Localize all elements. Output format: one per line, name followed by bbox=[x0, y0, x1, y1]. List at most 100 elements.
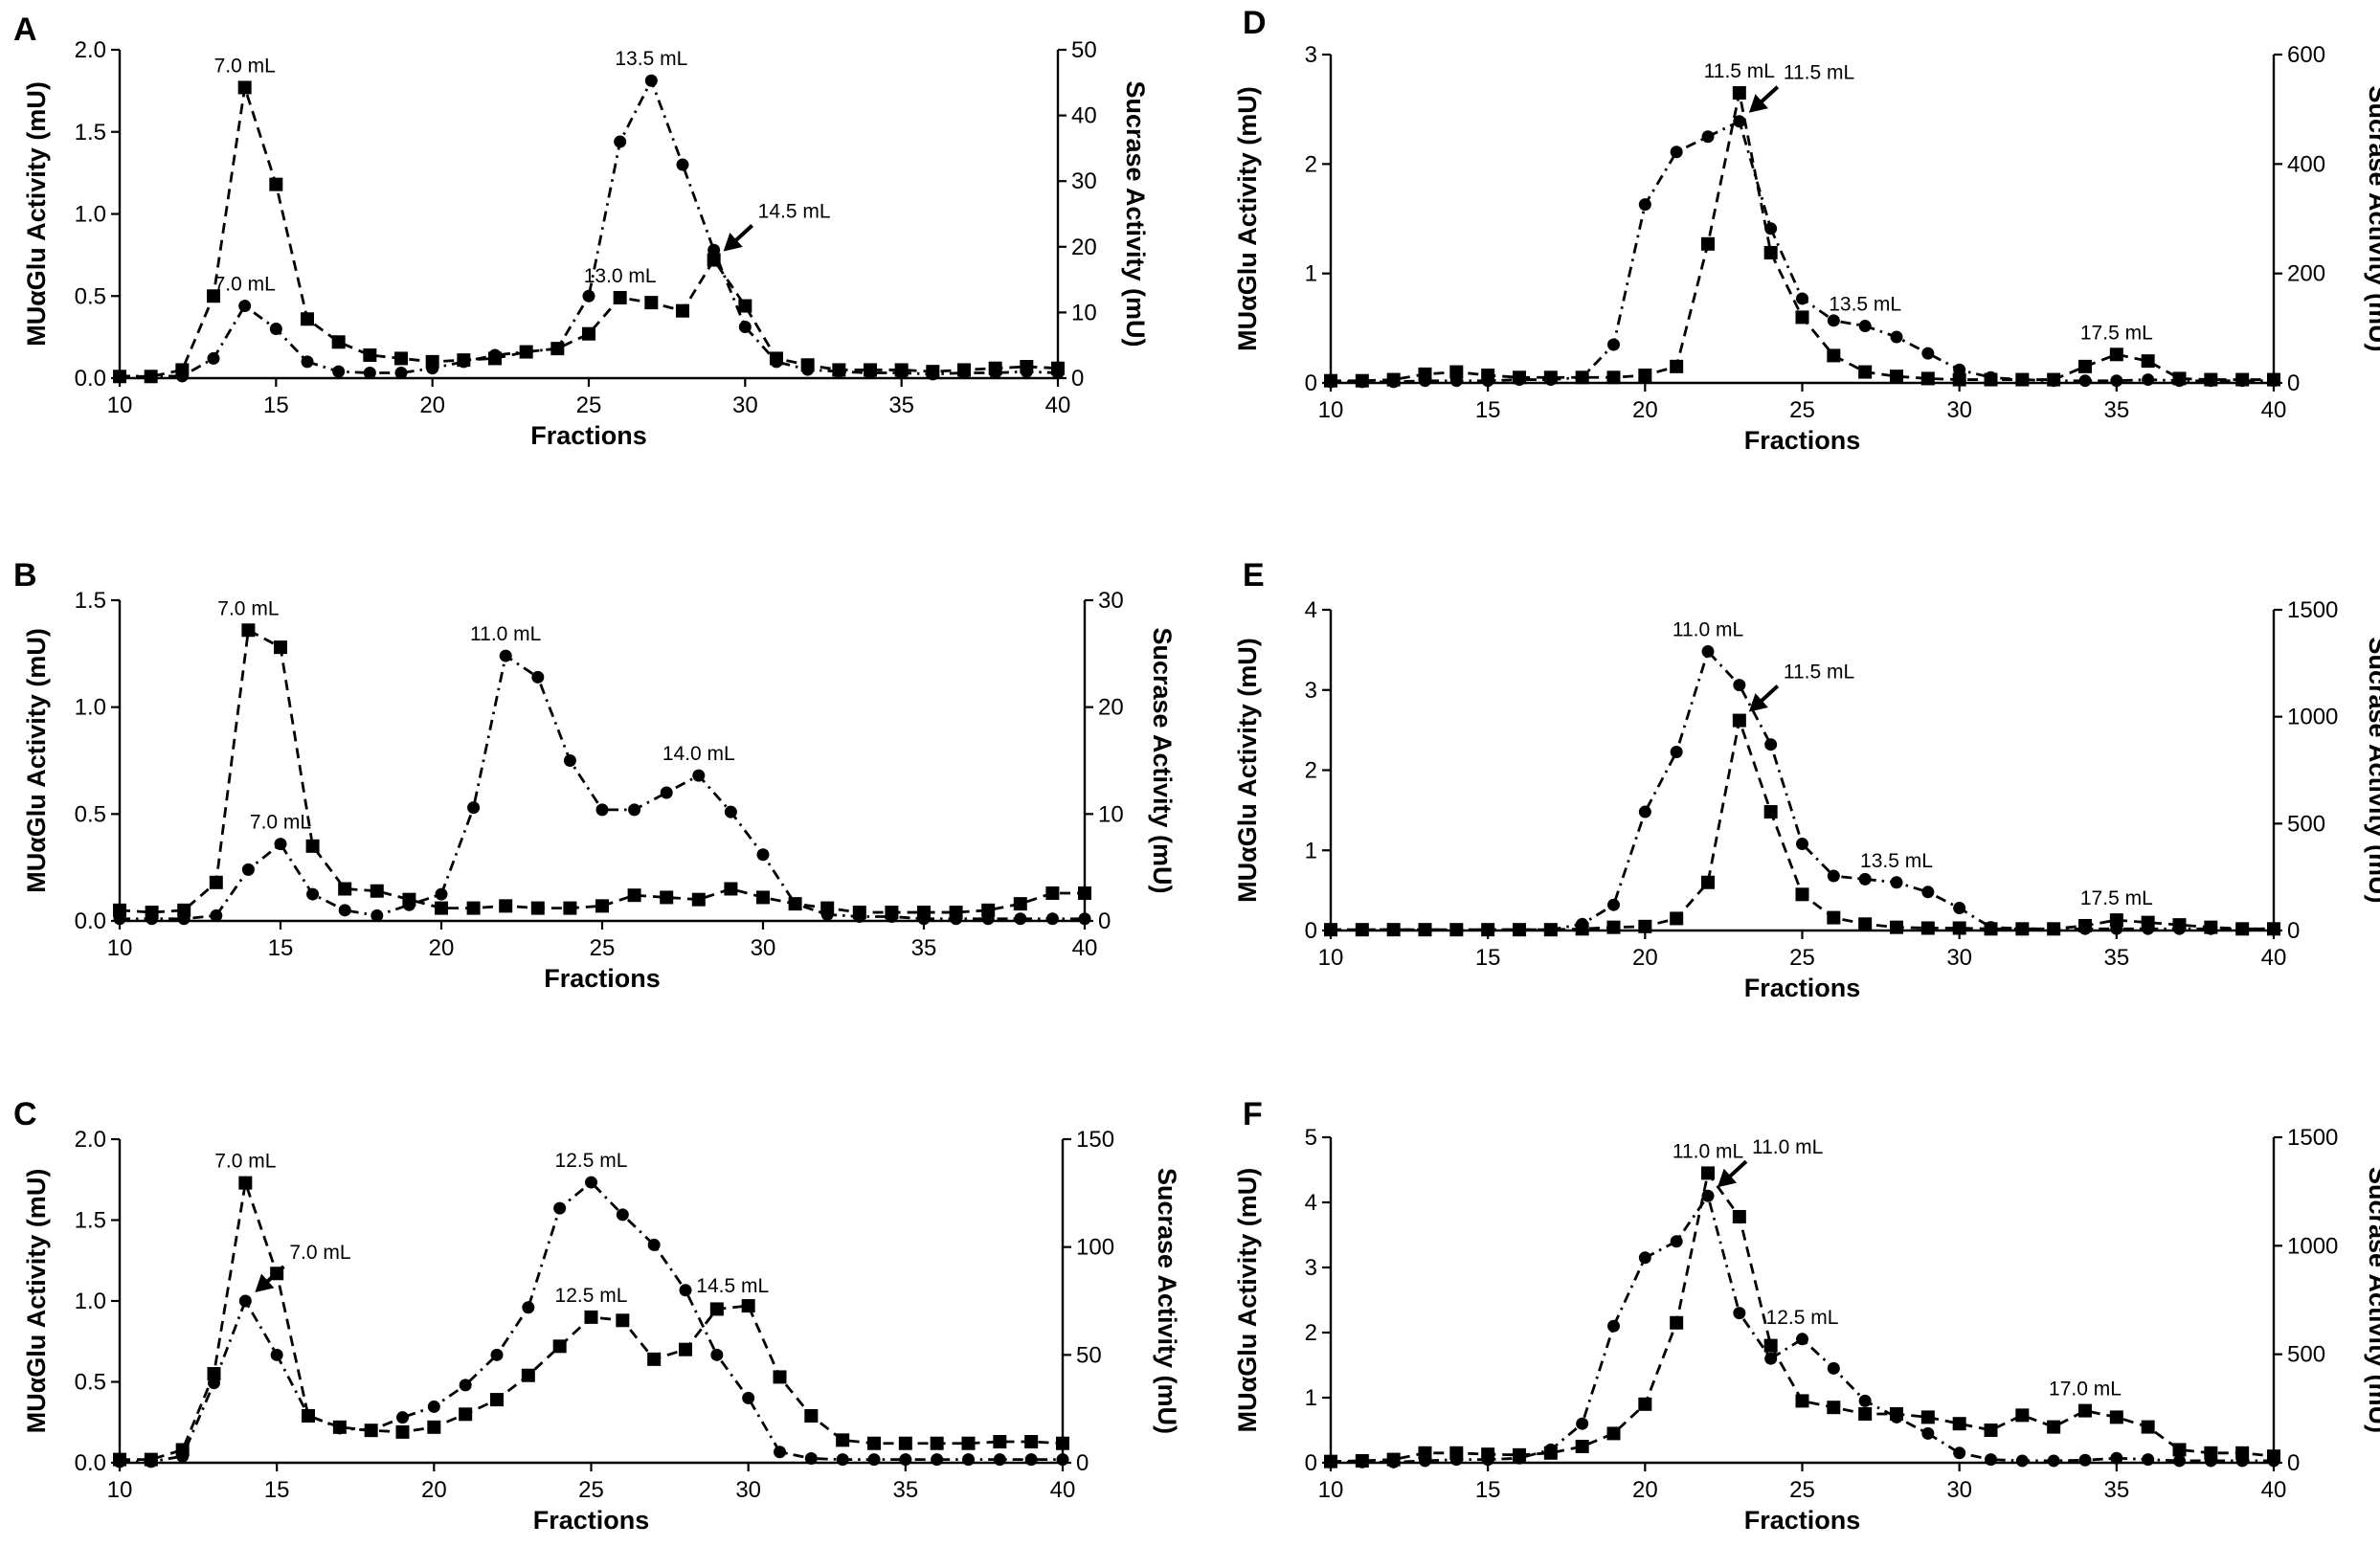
sucrase-point bbox=[1576, 370, 1589, 384]
sucrase-point bbox=[1921, 1426, 1935, 1440]
sucrase-point bbox=[1638, 1251, 1651, 1265]
sucrase-point bbox=[1733, 679, 1746, 692]
sucrase-point bbox=[1387, 923, 1401, 936]
sucrase-point bbox=[981, 912, 995, 926]
panel-letter: F bbox=[1243, 1096, 1263, 1132]
sucrase-point bbox=[467, 801, 481, 815]
y-left-tick-label: 4 bbox=[1305, 1190, 1317, 1216]
x-tick-label: 20 bbox=[429, 935, 455, 961]
sucrase-point bbox=[531, 670, 545, 684]
sucrase-point bbox=[1056, 1453, 1069, 1467]
sucrase-point bbox=[679, 1284, 692, 1297]
sucrase-point bbox=[113, 370, 126, 383]
x-tick-label: 10 bbox=[107, 935, 133, 961]
sucrase-point bbox=[724, 805, 737, 818]
peak-label: 17.0 mL bbox=[2049, 1379, 2122, 1401]
peak-label: 11.5 mL bbox=[1784, 661, 1854, 684]
muaglu-point bbox=[530, 901, 545, 915]
muaglu-point bbox=[613, 290, 627, 304]
y-left-tick-label: 0.0 bbox=[75, 366, 106, 392]
y-axis-right-title: Sucrase Activity (mU) bbox=[2364, 85, 2380, 351]
sucrase-point bbox=[2142, 1453, 2155, 1467]
muaglu-point bbox=[1701, 1166, 1715, 1180]
peak-label: 13.5 mL bbox=[615, 48, 687, 70]
sucrase-point bbox=[1449, 923, 1463, 936]
sucrase-point bbox=[2047, 922, 2060, 935]
x-axis-title: Fractions bbox=[533, 1506, 650, 1535]
sucrase-point bbox=[563, 754, 576, 767]
y-left-tick-label: 1.5 bbox=[75, 120, 106, 146]
y-axis-right-title: Sucrase Activity (mU) bbox=[2364, 1167, 2380, 1433]
sucrase-point bbox=[774, 1446, 786, 1459]
muaglu-point bbox=[238, 1176, 253, 1190]
muaglu-point bbox=[1575, 1440, 1589, 1453]
sucrase-point bbox=[1513, 1451, 1526, 1465]
peak-arrow-head bbox=[1748, 94, 1768, 113]
muaglu-point bbox=[2047, 1420, 2061, 1434]
muaglu-point bbox=[1763, 1338, 1778, 1353]
y-right-tick-label: 0 bbox=[1071, 366, 1084, 392]
x-tick-label: 20 bbox=[421, 1477, 447, 1503]
muaglu-point bbox=[2109, 1410, 2123, 1424]
sucrase-point bbox=[770, 355, 783, 369]
sucrase-point bbox=[2015, 373, 2029, 387]
peak-label: 11.5 mL bbox=[1784, 62, 1854, 84]
muaglu-point bbox=[2078, 1403, 2092, 1418]
sucrase-point bbox=[899, 1453, 912, 1467]
sucrase-point bbox=[616, 1208, 629, 1222]
x-tick-label: 30 bbox=[1946, 1477, 1972, 1503]
muaglu-point bbox=[563, 901, 577, 915]
muaglu-point bbox=[679, 1342, 692, 1356]
sucrase-point bbox=[1045, 912, 1059, 926]
sucrase-point bbox=[2047, 374, 2060, 388]
sucrase-point bbox=[1985, 1453, 1997, 1467]
muaglu-point bbox=[1670, 911, 1684, 926]
peak-label: 7.0 mL bbox=[289, 1242, 350, 1264]
x-tick-label: 20 bbox=[1632, 397, 1658, 423]
sucrase-point bbox=[1419, 923, 1431, 936]
y-right-tick-label: 40 bbox=[1071, 103, 1097, 129]
y-axis-left-title: MUαGlu Activity (mU) bbox=[22, 81, 51, 347]
sucrase-point bbox=[274, 838, 287, 851]
sucrase-point bbox=[1419, 374, 1431, 388]
y-right-tick-label: 20 bbox=[1098, 695, 1124, 721]
sucrase-point bbox=[1324, 923, 1337, 936]
muaglu-series-line bbox=[119, 628, 1085, 914]
sucrase-point bbox=[1921, 886, 1935, 899]
y-left-tick-label: 1.5 bbox=[75, 588, 106, 614]
x-tick-label: 25 bbox=[1789, 1477, 1815, 1503]
sucrase-point bbox=[1544, 373, 1558, 387]
muaglu-point bbox=[301, 312, 314, 326]
muaglu-point bbox=[595, 899, 609, 913]
sucrase-point bbox=[801, 363, 815, 376]
muaglu-point bbox=[1638, 1397, 1652, 1411]
y-left-tick-label: 0.5 bbox=[75, 801, 106, 827]
muaglu-point bbox=[836, 1433, 850, 1447]
muaglu-point bbox=[993, 1435, 1007, 1449]
sucrase-point bbox=[707, 243, 721, 257]
sucrase-point bbox=[1953, 363, 1966, 376]
sucrase-point bbox=[427, 1400, 440, 1413]
sucrase-point bbox=[488, 348, 502, 362]
y-left-tick-label: 0 bbox=[1305, 918, 1317, 944]
sucrase-point bbox=[1638, 198, 1651, 212]
sucrase-point bbox=[370, 908, 384, 922]
sucrase-point bbox=[676, 158, 689, 171]
muaglu-point bbox=[756, 890, 770, 905]
sucrase-point bbox=[1607, 338, 1620, 351]
panel-c: C 10 15 20 25 30 35 40 0.0 0.5 1.0 1.5 2.0 0 50 100 150 F… bbox=[13, 1096, 1181, 1535]
sucrase-point bbox=[1513, 923, 1526, 936]
y-left-tick-label: 5 bbox=[1305, 1125, 1317, 1151]
peak-label: 11.0 mL bbox=[470, 623, 541, 645]
sucrase-point bbox=[789, 897, 802, 910]
x-tick-label: 15 bbox=[1475, 1477, 1501, 1503]
panel-letter: D bbox=[1243, 5, 1267, 41]
muaglu-point bbox=[1732, 1209, 1746, 1223]
muaglu-point bbox=[1670, 359, 1684, 373]
sucrase-point bbox=[1481, 374, 1494, 388]
y-left-tick-label: 1 bbox=[1305, 1385, 1317, 1411]
sucrase-point bbox=[710, 1348, 724, 1361]
sucrase-point bbox=[2204, 1454, 2217, 1468]
y-left-tick-label: 0.5 bbox=[75, 1370, 106, 1396]
y-left-tick-label: 2.0 bbox=[75, 37, 106, 63]
